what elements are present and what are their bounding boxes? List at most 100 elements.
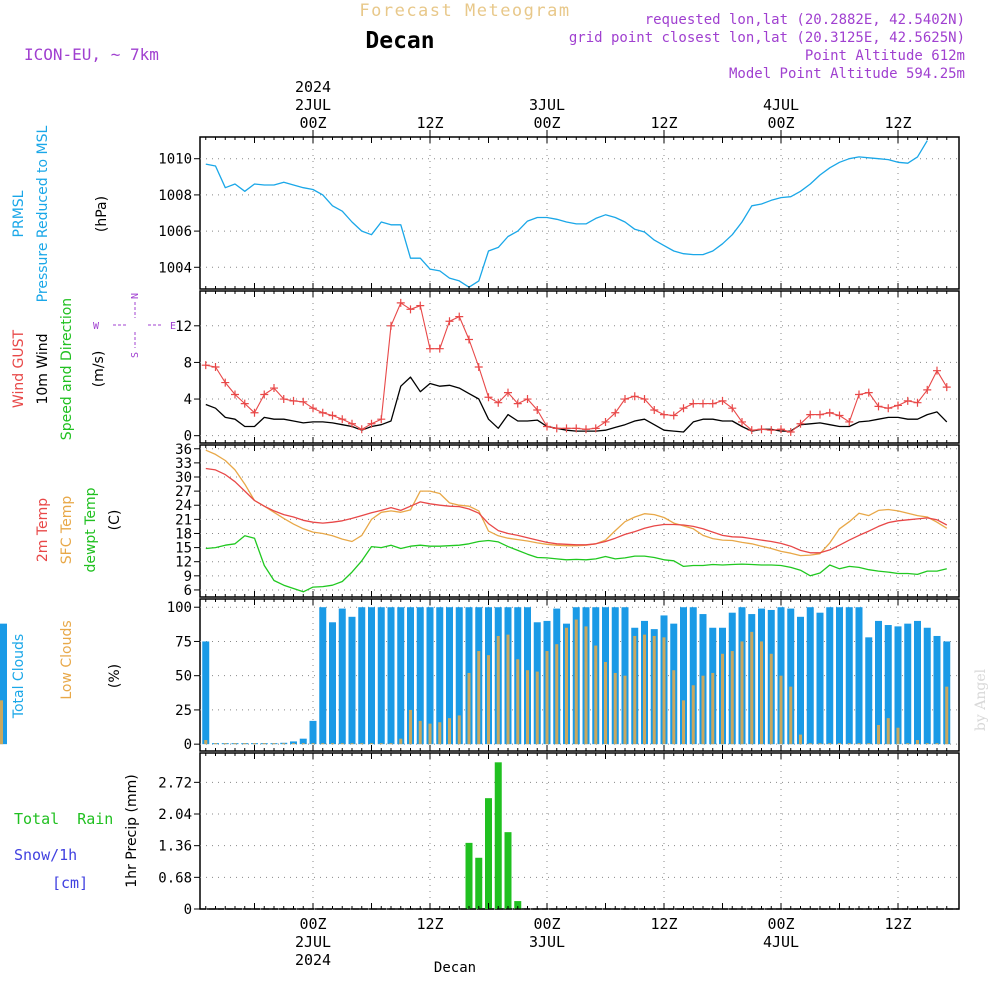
low-clouds-bar <box>379 743 383 745</box>
total-clouds-bar <box>319 607 327 745</box>
wind-gust-marker <box>942 383 951 392</box>
low-clouds-bar <box>565 627 568 745</box>
temp-sfc-line <box>205 449 948 557</box>
pressure-ytick-label: 1006 <box>158 224 192 240</box>
temperature-ytick-label: 36 <box>175 442 192 458</box>
wind-ytick-label: 4 <box>184 392 192 408</box>
temperature-ytick-label: 9 <box>184 569 192 585</box>
wind-gust-marker <box>825 408 834 417</box>
wind-gust-marker <box>679 404 688 413</box>
low-clouds-bar <box>438 722 442 745</box>
total-clouds-bar <box>436 607 444 745</box>
clouds-label-low: Low Clouds <box>59 620 75 699</box>
low-clouds-bar <box>526 670 529 745</box>
low-clouds-bar <box>457 715 461 745</box>
low-clouds-bar <box>409 709 412 745</box>
total-clouds-bar <box>884 625 892 745</box>
precip-legend-rain: Total Rain <box>14 810 113 828</box>
wind-gust-marker <box>211 363 220 371</box>
wind-gust-marker <box>494 398 503 407</box>
pressure-label-prmsl: PRMSL <box>11 190 27 237</box>
low-clouds-bar <box>857 743 861 745</box>
wind-gust-marker <box>630 392 639 401</box>
wind-gust-marker <box>465 335 473 344</box>
wind-gust-marker <box>426 344 434 353</box>
wind-gust-marker <box>718 396 727 405</box>
compass-arrows <box>113 302 163 348</box>
wind-gust-marker <box>884 404 893 413</box>
rain-bar <box>504 832 512 909</box>
low-clouds-bar <box>350 743 354 745</box>
total-clouds-bar <box>368 607 375 745</box>
wind-gust-marker <box>767 426 776 435</box>
compass-north: N <box>130 293 141 299</box>
total-clouds-bar <box>407 607 414 745</box>
wind-label-10m: 10m Wind <box>35 333 51 404</box>
wind-gust-marker <box>757 425 766 434</box>
low-clouds-bar <box>691 685 695 745</box>
low-clouds-bar <box>555 644 559 745</box>
wind-gust-marker <box>328 411 337 420</box>
wind-gust-marker <box>621 395 629 404</box>
clouds-panel-frame <box>199 598 960 752</box>
wind-gust-marker <box>572 424 581 433</box>
wind-gust-marker <box>552 424 561 433</box>
time-label-top: 00Z <box>533 114 560 132</box>
pressure-line <box>205 140 928 288</box>
wind-gust-marker <box>640 395 649 404</box>
low-clouds-bar <box>253 743 256 745</box>
pressure-label-unit: (hPa) <box>94 196 110 232</box>
rain-bar <box>475 857 483 909</box>
total-clouds-bar <box>894 626 902 745</box>
low-clouds-bar <box>701 675 705 745</box>
total-clouds-bar <box>787 608 795 745</box>
rain-bar <box>514 901 522 909</box>
low-clouds-bar <box>223 743 227 745</box>
low-clouds-bar <box>935 743 939 745</box>
time-label-top: 3JUL <box>529 96 565 114</box>
time-label-top: 4JUL <box>763 96 799 114</box>
low-clouds-bar <box>760 641 763 745</box>
wind-ytick-label: 12 <box>175 319 192 335</box>
total-clouds-bar <box>455 607 463 745</box>
low-clouds-bar <box>886 718 890 745</box>
wind-gust-marker <box>270 384 278 393</box>
wind-gust-marker <box>348 419 356 428</box>
wind-gust-marker <box>777 425 785 434</box>
wind-gust-marker <box>309 404 317 413</box>
low-clouds-bar <box>916 740 919 745</box>
wind-gust-marker <box>699 399 707 408</box>
wind-gust-marker <box>377 415 386 424</box>
precip-ytick-label: 0.68 <box>158 870 192 886</box>
time-label-top: 2JUL <box>295 96 331 114</box>
low-clouds-bar <box>906 743 910 745</box>
low-clouds-bar <box>214 743 217 745</box>
pressure-ytick-label: 1008 <box>158 188 192 204</box>
total-clouds-bar <box>299 738 307 745</box>
low-clouds-bar <box>399 738 403 745</box>
temp-label-dewpt: dewpt Temp <box>83 487 99 572</box>
low-clouds-bar <box>292 743 295 745</box>
pressure-label-long: Pressure Reduced to MSL <box>35 125 51 302</box>
gridpoint-coordinates: grid point closest lon,lat (20.3125E, 42… <box>569 30 965 46</box>
time-label-bottom: 2JUL <box>295 933 331 951</box>
low-clouds-bar <box>818 743 822 745</box>
low-clouds-bar <box>750 631 754 745</box>
wind-gust-marker <box>513 399 522 408</box>
wind-gust-marker <box>367 419 376 428</box>
wind-gust-marker <box>299 397 308 406</box>
clouds-label-unit: (%) <box>107 664 123 688</box>
mark-layer <box>0 140 959 910</box>
wind-gust-marker <box>260 390 269 399</box>
low-clouds-bar <box>740 641 744 745</box>
wind-10m-line <box>205 376 948 433</box>
wind-label-unit: (m/s) <box>91 351 107 388</box>
precip-ytick-label: 0 <box>184 902 192 918</box>
wind-ytick-label: 8 <box>184 355 192 371</box>
total-clouds-bar <box>836 607 843 745</box>
low-clouds-bar <box>340 743 344 745</box>
wind-gust-marker <box>835 411 844 420</box>
wind-gust-marker <box>250 408 259 417</box>
total-clouds-bar <box>904 623 912 745</box>
wind-gust-marker <box>806 410 815 419</box>
